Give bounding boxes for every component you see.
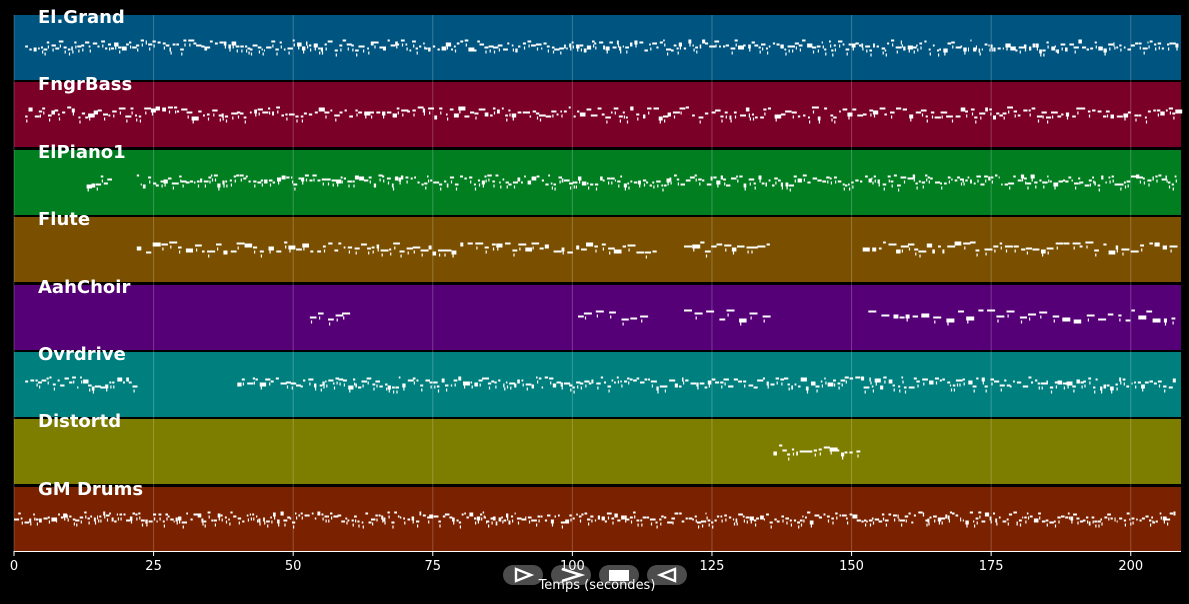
x-tick-label: 50 — [284, 559, 302, 574]
note-strip — [309, 309, 1176, 326]
track-row — [14, 217, 1181, 282]
track-label: AahChoir — [38, 277, 131, 298]
track-row — [14, 15, 1181, 80]
x-tick-label: 175 — [978, 559, 1004, 574]
back-outline-icon — [656, 567, 677, 583]
x-tick-label: 150 — [839, 559, 864, 574]
x-tick-label: 25 — [145, 559, 162, 574]
track-label: Flute — [38, 209, 91, 230]
track-row — [14, 150, 1181, 215]
track-background — [14, 487, 1181, 552]
track-label: GM Drums — [38, 479, 144, 500]
stop-button[interactable] — [599, 565, 639, 585]
x-axis-label: Temps (secondes) — [538, 578, 656, 593]
stop-square-icon — [609, 570, 629, 581]
note-strip — [136, 241, 1178, 259]
note-strip — [25, 376, 1176, 394]
note-strip — [25, 39, 1179, 57]
play-button[interactable] — [503, 565, 543, 585]
forward-button[interactable] — [551, 565, 591, 585]
note-strip — [773, 444, 861, 461]
track-background — [14, 419, 1181, 484]
x-tick-label: 0 — [9, 559, 19, 574]
track-row — [14, 487, 1181, 552]
forward-chevron-icon — [561, 567, 586, 583]
track-label: ElPiano1 — [38, 142, 126, 163]
x-tick-label: 125 — [699, 559, 725, 574]
play-outline-icon — [514, 567, 535, 583]
track-row — [14, 285, 1181, 350]
x-tick-label: 200 — [1118, 559, 1144, 574]
note-strip — [14, 511, 1176, 529]
track-row — [14, 352, 1181, 417]
track-label: Distortd — [38, 411, 122, 432]
note-strip — [86, 174, 1177, 192]
back-button[interactable] — [647, 565, 687, 585]
track-label: FngrBass — [38, 74, 133, 95]
track-label: Ovrdrive — [38, 344, 126, 365]
track-label: El.Grand — [38, 7, 125, 28]
track-row — [14, 82, 1183, 147]
note-strip — [25, 106, 1183, 124]
x-tick-label: 75 — [424, 559, 442, 574]
track-row — [14, 419, 1181, 484]
